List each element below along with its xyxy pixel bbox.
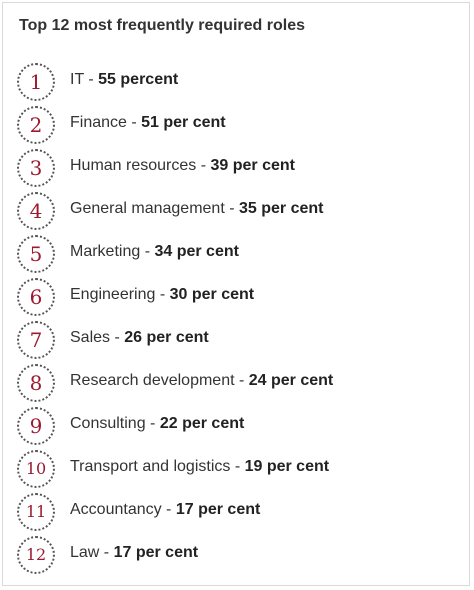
- role-name: Sales: [70, 329, 111, 346]
- rank-number: 1: [29, 70, 43, 94]
- role-percentage: 26 per cent: [124, 329, 209, 346]
- rank-number: 6: [29, 285, 43, 309]
- rank-number: 8: [29, 371, 43, 395]
- roles-list: 1 IT - 55 percent 2 Finance - 51 per cent 3 H…: [17, 61, 457, 577]
- rank-circle-icon: 10: [17, 450, 55, 488]
- role-label: Engineering - 30 per cent: [70, 286, 254, 304]
- rank-number: 5: [29, 242, 43, 266]
- role-separator: -: [161, 501, 176, 518]
- role-name: Accountancy: [70, 501, 162, 518]
- list-item: 2 Finance - 51 per cent: [17, 104, 457, 147]
- rank-number: 2: [29, 113, 43, 137]
- role-percentage: 34 per cent: [154, 243, 239, 260]
- role-name: Engineering: [70, 286, 156, 303]
- rank-circle-icon: 8: [17, 364, 55, 402]
- role-separator: -: [224, 200, 239, 217]
- role-label: General management - 35 per cent: [70, 200, 323, 218]
- role-percentage: 30 per cent: [169, 286, 255, 303]
- role-name: Marketing: [70, 243, 141, 260]
- role-percentage: 55 percent: [98, 71, 179, 88]
- list-item: 5 Marketing - 34 per cent: [17, 233, 457, 276]
- role-percentage: 19 per cent: [244, 458, 330, 475]
- role-separator: -: [155, 286, 170, 303]
- role-label: Marketing - 34 per cent: [70, 243, 239, 261]
- role-name: Law: [70, 544, 100, 561]
- list-item: 3 Human resources - 39 per cent: [17, 147, 457, 190]
- role-name: Research development: [70, 372, 235, 389]
- role-percentage: 35 per cent: [238, 200, 324, 217]
- role-label: Human resources - 39 per cent: [70, 157, 295, 175]
- role-name: Finance: [70, 114, 127, 131]
- role-label: Finance - 51 per cent: [70, 114, 226, 132]
- role-label: Sales - 26 per cent: [70, 329, 209, 347]
- role-label: Transport and logistics - 19 per cent: [70, 458, 329, 476]
- role-percentage: 51 per cent: [141, 114, 226, 131]
- list-item: 10 Transport and logistics - 19 per cent: [17, 448, 457, 491]
- rank-circle-icon: 9: [17, 407, 55, 445]
- list-item: 11 Accountancy - 17 per cent: [17, 491, 457, 534]
- rank-circle-icon: 4: [17, 192, 55, 230]
- role-separator: -: [145, 415, 160, 432]
- rank-circle-icon: 11: [17, 493, 55, 531]
- role-name: Transport and logistics: [70, 458, 231, 475]
- role-separator: -: [99, 544, 114, 561]
- role-label: IT - 55 percent: [70, 71, 178, 89]
- role-separator: -: [126, 114, 142, 131]
- rank-number: 10: [25, 459, 47, 478]
- rank-number: 11: [25, 502, 47, 521]
- role-name: IT: [70, 71, 84, 88]
- list-item: 8 Research development - 24 per cent: [17, 362, 457, 405]
- list-item: 6 Engineering - 30 per cent: [17, 276, 457, 319]
- list-item: 1 IT - 55 percent: [17, 61, 457, 104]
- role-label: Law - 17 per cent: [70, 544, 198, 562]
- role-percentage: 17 per cent: [113, 544, 199, 561]
- rank-circle-icon: 3: [17, 149, 55, 187]
- rank-circle-icon: 6: [17, 278, 55, 316]
- role-separator: -: [83, 71, 99, 88]
- role-name: Consulting: [70, 415, 146, 432]
- rank-number: 7: [29, 328, 43, 352]
- role-separator: -: [140, 243, 155, 260]
- rank-circle-icon: 7: [17, 321, 55, 359]
- rank-circle-icon: 12: [17, 536, 55, 574]
- role-label: Research development - 24 per cent: [70, 372, 333, 390]
- role-separator: -: [230, 458, 245, 475]
- list-item: 7 Sales - 26 per cent: [17, 319, 457, 362]
- list-item: 9 Consulting - 22 per cent: [17, 405, 457, 448]
- role-name: Human resources: [70, 157, 197, 174]
- role-percentage: 24 per cent: [248, 372, 334, 389]
- list-item: 12 Law - 17 per cent: [17, 534, 457, 577]
- rank-circle-icon: 5: [17, 235, 55, 273]
- role-separator: -: [234, 372, 249, 389]
- rank-number: 4: [29, 199, 43, 223]
- roles-card: Top 12 most frequently required roles 1 I…: [2, 2, 470, 586]
- role-name: General management: [70, 200, 225, 217]
- rank-circle-icon: 1: [17, 63, 55, 101]
- list-item: 4 General management - 35 per cent: [17, 190, 457, 233]
- role-percentage: 22 per cent: [159, 415, 245, 432]
- rank-number: 9: [29, 414, 43, 438]
- role-percentage: 39 per cent: [210, 157, 295, 174]
- role-percentage: 17 per cent: [175, 501, 261, 518]
- role-label: Accountancy - 17 per cent: [70, 501, 260, 519]
- role-separator: -: [110, 329, 125, 346]
- rank-circle-icon: 2: [17, 106, 55, 144]
- role-separator: -: [196, 157, 211, 174]
- rank-number: 12: [25, 545, 47, 564]
- rank-number: 3: [29, 156, 43, 180]
- role-label: Consulting - 22 per cent: [70, 415, 244, 433]
- card-title: Top 12 most frequently required roles: [19, 17, 305, 34]
